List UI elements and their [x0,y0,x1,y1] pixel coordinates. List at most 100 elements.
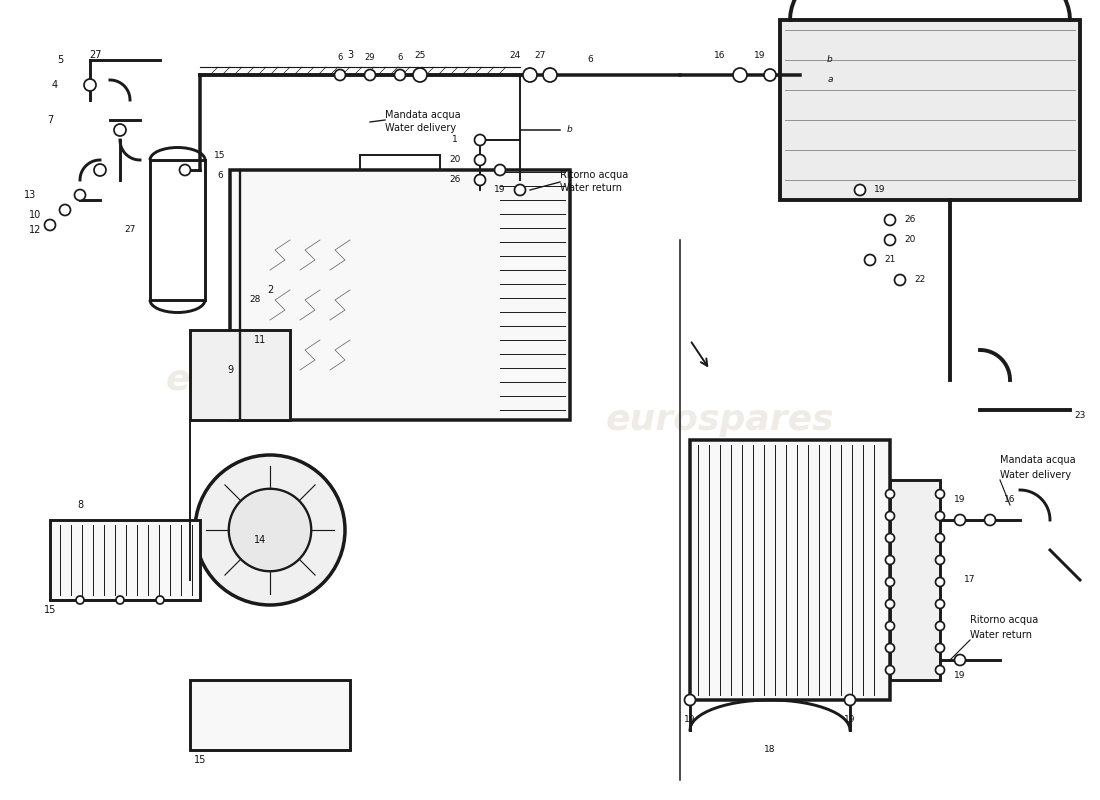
Circle shape [935,578,945,586]
Bar [190,680,350,750]
Text: 19: 19 [845,715,856,725]
Circle shape [76,596,84,604]
Circle shape [156,596,164,604]
Circle shape [935,534,945,542]
Circle shape [886,578,894,586]
Text: 11: 11 [254,335,266,345]
Circle shape [764,69,776,81]
Text: eurospares: eurospares [606,403,834,437]
Circle shape [515,185,526,195]
Circle shape [884,234,895,246]
Circle shape [886,534,894,542]
Text: eurospares: eurospares [166,363,394,397]
Text: 13: 13 [24,190,36,200]
Circle shape [886,622,894,630]
Circle shape [44,219,55,230]
Circle shape [886,511,894,521]
Circle shape [955,654,966,666]
Text: Water return: Water return [970,630,1032,640]
Bar [50,520,200,600]
Text: 15: 15 [214,150,225,159]
Circle shape [116,596,124,604]
Bar [780,20,1080,200]
Text: 19: 19 [874,186,886,194]
Text: 10: 10 [29,210,41,220]
Text: b: b [568,126,573,134]
Circle shape [935,643,945,653]
Text: 25: 25 [415,50,426,59]
Text: 15: 15 [194,755,206,765]
Bar [190,330,290,420]
Circle shape [886,599,894,609]
Text: Mandata acqua: Mandata acqua [1000,455,1076,465]
Text: 8: 8 [77,500,84,510]
Circle shape [684,694,695,706]
Circle shape [84,79,96,91]
Circle shape [865,254,876,266]
Circle shape [495,165,506,175]
Circle shape [75,190,86,201]
Text: 21: 21 [884,255,895,265]
Text: 4: 4 [52,80,58,90]
Text: 16: 16 [714,50,726,59]
Text: 20: 20 [449,155,461,165]
Text: 17: 17 [965,575,976,585]
Text: Water delivery: Water delivery [385,123,456,133]
Circle shape [412,68,427,82]
Circle shape [364,70,375,81]
Circle shape [195,455,345,605]
Text: 1: 1 [452,135,458,145]
Circle shape [886,490,894,498]
Text: 27: 27 [89,50,101,60]
Text: 24: 24 [509,50,520,59]
Text: 6: 6 [397,54,403,62]
Text: 23: 23 [1075,410,1086,419]
Text: 18: 18 [764,746,776,754]
Circle shape [886,643,894,653]
Text: 27: 27 [535,50,546,59]
Circle shape [884,214,895,226]
Circle shape [984,514,996,526]
Circle shape [334,70,345,81]
Text: 19: 19 [684,715,695,725]
Circle shape [886,666,894,674]
Text: 19: 19 [494,186,506,194]
Circle shape [935,622,945,630]
Circle shape [94,164,106,176]
Text: 14: 14 [254,535,266,545]
Text: 29: 29 [365,54,375,62]
Circle shape [543,68,557,82]
Circle shape [474,134,485,146]
Text: 22: 22 [914,275,925,285]
Text: 19: 19 [955,670,966,679]
Text: 19: 19 [755,50,766,59]
Circle shape [935,490,945,498]
Text: b: b [827,55,833,65]
Text: 2: 2 [267,285,273,295]
Circle shape [229,489,311,571]
Text: 26: 26 [904,215,915,225]
Circle shape [395,70,406,81]
Circle shape [522,68,537,82]
Circle shape [733,68,747,82]
Text: Ritorno acqua: Ritorno acqua [560,170,628,180]
Text: 28: 28 [250,295,261,305]
Text: 12: 12 [29,225,41,235]
Text: Mandata acqua: Mandata acqua [385,110,461,120]
Circle shape [935,555,945,565]
Text: 15: 15 [44,605,56,615]
Circle shape [179,165,190,175]
Text: 6: 6 [338,54,343,62]
Circle shape [955,514,966,526]
Circle shape [855,185,866,195]
Circle shape [845,694,856,706]
Circle shape [886,555,894,565]
Circle shape [935,511,945,521]
Circle shape [474,154,485,166]
Text: 27: 27 [124,226,135,234]
Text: 3: 3 [346,50,353,60]
Text: Water delivery: Water delivery [1000,470,1071,480]
Circle shape [59,205,70,215]
Text: 5: 5 [57,55,63,65]
Text: 16: 16 [1004,495,1015,505]
